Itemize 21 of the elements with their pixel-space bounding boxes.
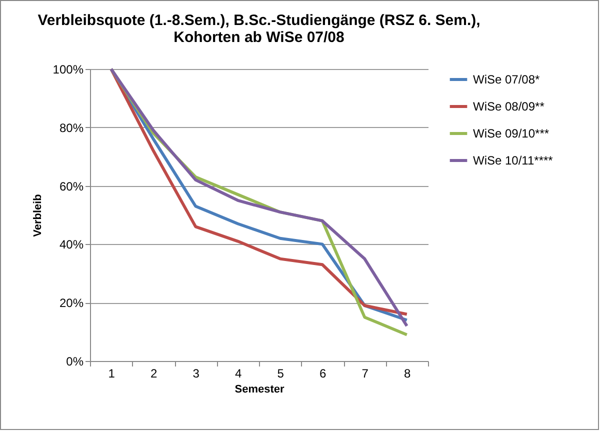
- legend-label: WiSe 07/08*: [473, 72, 540, 86]
- y-tick-label: 80%: [59, 120, 84, 135]
- y-tick-label: 40%: [59, 238, 84, 252]
- chart-title: Verbleibsquote (1.-8.Sem.), B.Sc.-Studiengänge (RSZ 6. Sem.), Kohorten ab WiSe 07/08: [38, 12, 480, 46]
- legend-label: WiSe 10/11****: [473, 154, 554, 168]
- x-tick-label: 8: [404, 366, 412, 380]
- x-tick-label: 1: [108, 366, 116, 380]
- x-tick-label: 7: [362, 366, 369, 380]
- y-tick-label: 60%: [59, 179, 84, 194]
- legend-label: WiSe 08/09**: [473, 100, 545, 114]
- y-tick-label: 100%: [52, 62, 84, 76]
- x-axis-title: Semester: [234, 384, 285, 396]
- x-tick-label: 4: [235, 366, 242, 380]
- y-tick-label: 0%: [66, 354, 84, 368]
- x-tick-label: 2: [150, 366, 158, 380]
- legend-label: WiSe 09/10***: [473, 126, 550, 140]
- x-tick-label: 3: [192, 366, 200, 380]
- x-tick-label: 5: [277, 366, 284, 380]
- y-tick-label: 20%: [59, 296, 84, 310]
- x-tick-label: 6: [320, 366, 327, 380]
- y-axis-title: Verbleib: [32, 194, 44, 237]
